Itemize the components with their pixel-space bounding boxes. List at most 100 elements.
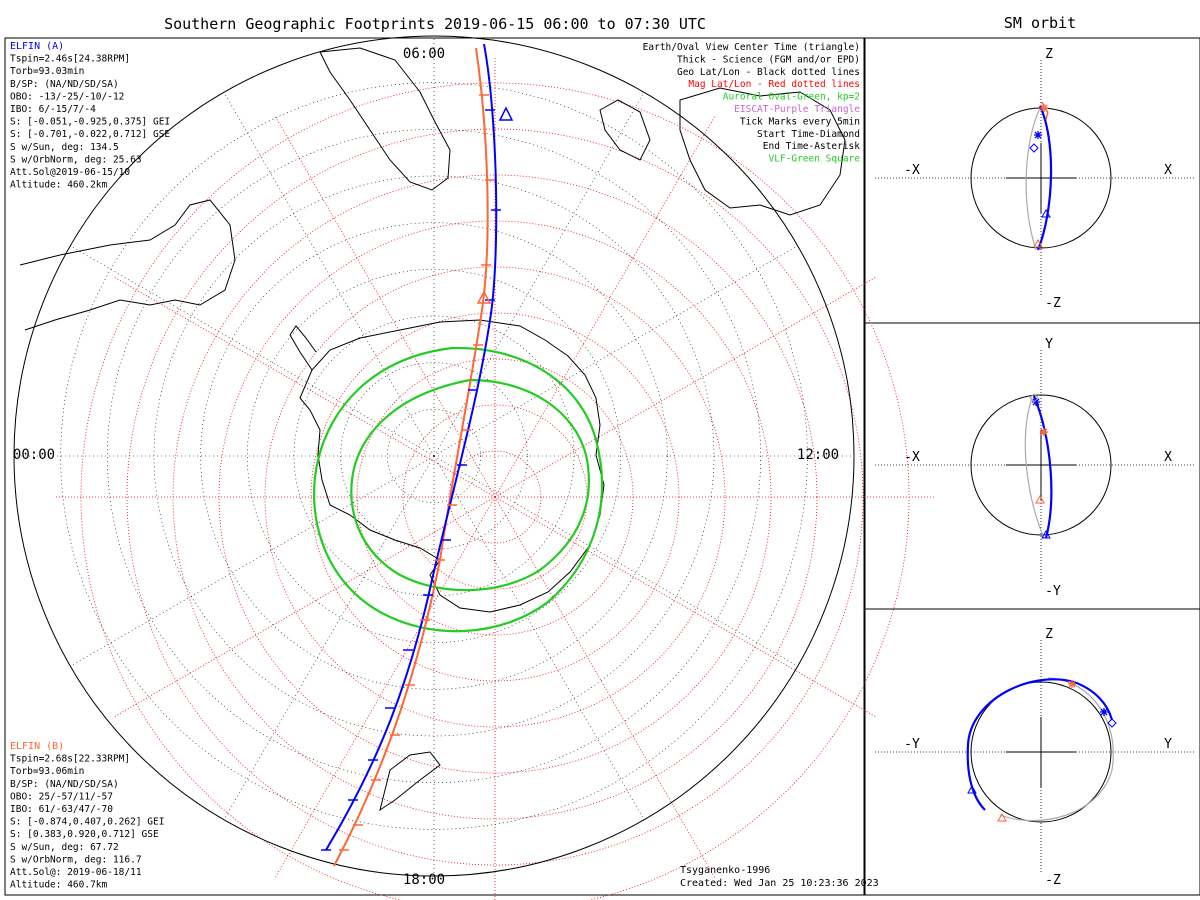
legend-entry: End Time-Asterisk xyxy=(763,141,861,152)
geo-lon-line xyxy=(433,92,645,457)
probe-info-line: S: [-0.701,-0.022,0.712] GSE xyxy=(10,129,170,140)
geo-lat-circle xyxy=(340,362,528,550)
mag-lon-line xyxy=(494,276,877,498)
probe-a-center-triangle xyxy=(498,106,514,121)
start-time-diamond xyxy=(1107,718,1117,728)
orbit-axis-label-right: X xyxy=(1164,163,1172,178)
orbit-axis-label-left: -X xyxy=(904,163,920,178)
probe-a-track xyxy=(325,43,498,851)
coastlines xyxy=(19,47,846,812)
auroral-oval-outer xyxy=(312,346,603,633)
probe-info-line: Tspin=2.46s[24.38RPM] xyxy=(10,54,130,65)
sm-orbit-panels: Z -Z -X X Y -Y -X X Z -Z -Y Y xyxy=(875,47,1195,888)
orbit-axis-label-bottom: -Y xyxy=(1045,584,1061,599)
end-time-asterisk xyxy=(1068,680,1076,688)
clock-label-left: 00:00 xyxy=(13,447,55,463)
mag-latlon-grid xyxy=(55,57,935,900)
auroral-oval-inner xyxy=(350,378,590,592)
view-center-triangle xyxy=(1041,529,1051,539)
probe-a-orbit-segment xyxy=(1073,680,1114,721)
probe-b-info: ELFIN (B) Tspin=2.68s[22.33RPM]Torb=93.06… xyxy=(10,741,164,891)
mag-lat-circle xyxy=(126,128,864,866)
orbit-axis-label-right: X xyxy=(1164,450,1172,465)
orbit-frame xyxy=(864,37,1200,896)
antarctica-coastline xyxy=(299,319,605,613)
end-time-asterisk xyxy=(1040,428,1048,436)
antarctic-peninsula xyxy=(289,325,317,371)
map-boundary-circle xyxy=(13,35,855,877)
orbit-axis-label-top: Y xyxy=(1045,337,1053,352)
geo-lat-circle xyxy=(387,409,481,503)
orbit-axis-label-top: Z xyxy=(1045,47,1053,62)
geo-lat-circle xyxy=(200,222,668,690)
probe-info-line: Altitude: 460.7km xyxy=(10,880,108,891)
mag-lon-line xyxy=(274,115,496,498)
footprint-tracks xyxy=(321,43,514,867)
mag-lon-line xyxy=(274,496,496,879)
end-time-asterisk xyxy=(1040,104,1048,112)
probe-info-line: IBO: 6/-15/7/-4 xyxy=(10,104,96,115)
geo-lon-line xyxy=(433,455,798,667)
geo-lon-line xyxy=(433,455,645,820)
orbit-axis-label-bottom: -Z xyxy=(1045,296,1061,311)
south-america-coastline xyxy=(19,199,236,331)
probe-info-line: S: [-0.051,-0.925,0.375] GEI xyxy=(10,117,170,128)
map-frame xyxy=(4,37,865,896)
probe-name: ELFIN (B) xyxy=(10,741,64,752)
legend-entry: VLF-Green Square xyxy=(768,154,860,165)
geo-latlon-grid xyxy=(13,35,855,877)
clock-label-right: 12:00 xyxy=(797,447,839,463)
probe-info-line: S w/Sun, deg: 134.5 xyxy=(10,142,119,153)
legend-entry: Geo Lat/Lon - Black dotted lines xyxy=(677,67,860,78)
probe-info-line: S w/OrbNorm, deg: 25.63 xyxy=(10,154,142,165)
probe-b-orbit xyxy=(999,677,1114,822)
mag-lon-line xyxy=(494,496,716,879)
probe-b-track xyxy=(333,47,489,867)
probe-info-line: Att.Sol@2019-06-15/10 xyxy=(10,167,130,178)
probe-info-line: Torb=93.03min xyxy=(10,66,84,77)
probe-name: ELFIN (A) xyxy=(10,41,64,52)
view-center-triangle xyxy=(1041,208,1051,218)
legend-entry: EISCAT-Purple Triangle xyxy=(734,104,860,115)
probe-a-orbit xyxy=(1036,105,1053,251)
end-time-asterisk xyxy=(1100,708,1108,716)
legend-entry: Start Time-Diamond xyxy=(757,129,860,140)
legend-entry: Thick - Science (FGM and/or EPD) xyxy=(677,54,860,65)
probe-b-center-triangle xyxy=(476,290,492,304)
created-timestamp: Created: Wed Jan 25 10:23:36 2023 xyxy=(680,878,879,889)
view-center-triangle xyxy=(997,812,1007,822)
probe-info-line: Tspin=2.68s[22.33RPM] xyxy=(10,754,130,765)
mag-lon-line xyxy=(494,115,716,498)
geo-lat-circle xyxy=(60,82,808,830)
probe-info-line: S w/Sun, deg: 67.72 xyxy=(10,842,119,853)
geo-lat-circle xyxy=(247,269,621,643)
probe-info-line: OBO: 25/-57/11/-57 xyxy=(10,791,113,802)
probe-a-info: ELFIN (A) Tspin=2.46s[24.38RPM]Torb=93.03… xyxy=(10,41,170,191)
legend: Earth/Oval View Center Time (triangle)Th… xyxy=(643,42,861,165)
australia-coastline xyxy=(679,87,846,216)
orbit-axis-label-bottom: -Z xyxy=(1045,873,1061,888)
legend-entry: Tick Marks every 5min xyxy=(740,116,860,127)
probe-info-line: B/SP: (NA/ND/SD/SA) xyxy=(10,79,119,90)
mag-lon-line xyxy=(113,496,496,718)
probe-info-line: S: [0.383,0.920,0.712] GSE xyxy=(10,829,159,840)
auroral-ovals xyxy=(312,346,603,633)
clock-label-top: 06:00 xyxy=(403,46,445,62)
legend-entry: Earth/Oval View Center Time (triangle) xyxy=(643,42,860,53)
chart-title: Southern Geographic Footprints 2019-06-1… xyxy=(164,15,706,33)
orbit-axis-label-right: Y xyxy=(1164,737,1172,752)
probe-info-line: B/SP: (NA/ND/SD/SA) xyxy=(10,779,119,790)
madagascar-coastline xyxy=(599,99,651,161)
orbit-axis-label-left: -Y xyxy=(904,737,920,752)
orbit-earth-circle xyxy=(970,681,1112,823)
probe-info-line: Altitude: 460.2km xyxy=(10,180,108,191)
orbit-axis-label-top: Z xyxy=(1045,627,1053,642)
probe-a-orbit xyxy=(1032,395,1053,539)
probe-info-line: S: [-0.874,0.407,0.262] GEI xyxy=(10,817,164,828)
orbit-panel-title: SM orbit xyxy=(1004,14,1076,32)
new-zealand-coastline xyxy=(379,751,441,812)
geo-lon-line xyxy=(223,455,435,820)
start-time-diamond xyxy=(1029,143,1039,153)
probe-info-line: S w/OrbNorm, deg: 116.7 xyxy=(10,854,142,865)
clock-label-bottom: 18:00 xyxy=(403,872,445,888)
